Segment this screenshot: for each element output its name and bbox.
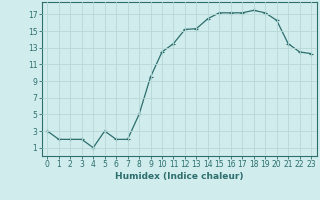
X-axis label: Humidex (Indice chaleur): Humidex (Indice chaleur) (115, 172, 244, 181)
